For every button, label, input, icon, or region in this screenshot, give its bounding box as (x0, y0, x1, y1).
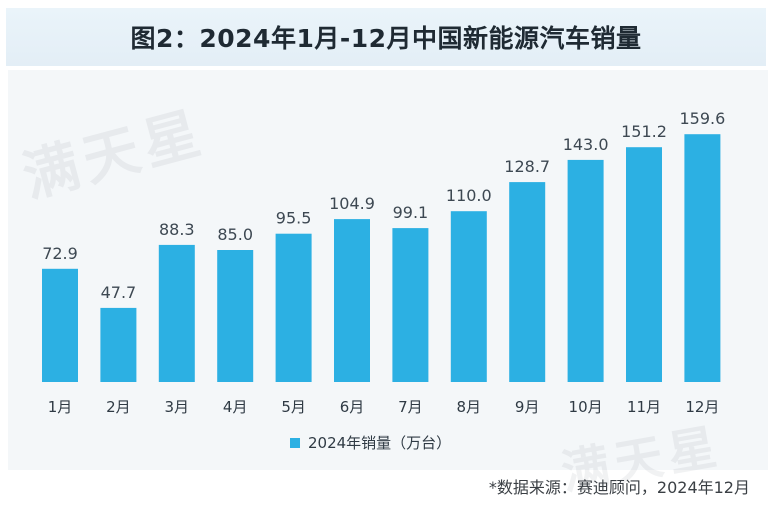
category-label-3: 3月 (165, 398, 190, 416)
bar-5 (275, 233, 312, 382)
category-label-1: 1月 (48, 398, 73, 416)
title-bar: 图2：2024年1月-12月中国新能源汽车销量 (6, 8, 766, 66)
value-label-9: 128.7 (504, 157, 550, 176)
value-label-1: 72.9 (42, 244, 78, 263)
bar-8 (450, 211, 487, 382)
bar-2 (100, 307, 137, 382)
value-label-4: 85.0 (217, 225, 253, 244)
legend: 2024年销量（万台） (290, 432, 451, 453)
bar-4 (217, 250, 254, 382)
category-label-10: 10月 (569, 398, 603, 416)
value-label-11: 151.2 (621, 122, 667, 141)
value-label-3: 88.3 (159, 220, 195, 239)
category-label-8: 8月 (457, 398, 482, 416)
bar-12 (684, 134, 721, 382)
bar-1 (42, 268, 78, 382)
bar-11 (626, 147, 662, 382)
category-label-9: 9月 (515, 398, 540, 416)
category-label-5: 5月 (281, 398, 306, 416)
category-label-4: 4月 (223, 398, 248, 416)
bar-10 (567, 159, 604, 382)
category-label-2: 2月 (106, 398, 131, 416)
category-label-11: 11月 (627, 398, 661, 416)
value-label-10: 143.0 (563, 135, 609, 154)
legend-swatch (290, 437, 300, 448)
chart-title: 图2：2024年1月-12月中国新能源汽车销量 (130, 24, 642, 53)
value-label-7: 99.1 (393, 203, 429, 222)
source-note: *数据来源：赛迪顾问，2024年12月 (488, 478, 750, 497)
value-label-8: 110.0 (446, 186, 492, 205)
bar-6 (334, 219, 370, 382)
category-label-12: 12月 (685, 398, 719, 416)
value-label-5: 95.5 (276, 209, 312, 228)
value-label-6: 104.9 (329, 194, 375, 213)
legend-label: 2024年销量（万台） (308, 434, 452, 452)
bar-3 (158, 244, 195, 382)
bar-9 (509, 182, 546, 382)
bar-7 (392, 228, 429, 382)
value-label-12: 159.6 (679, 109, 725, 128)
value-label-2: 47.7 (101, 283, 137, 302)
category-label-7: 7月 (398, 398, 423, 416)
category-label-6: 6月 (340, 398, 365, 416)
